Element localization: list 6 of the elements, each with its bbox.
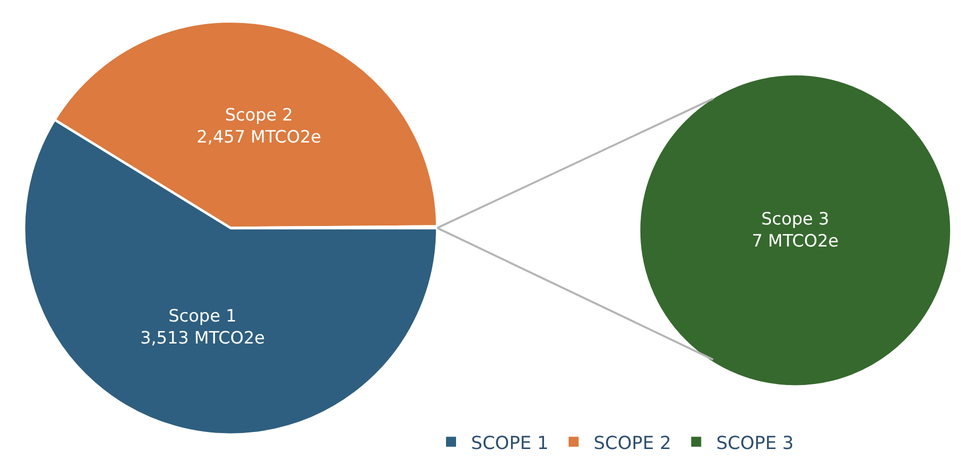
legend-label: SCOPE 2 (594, 432, 672, 454)
legend-label: SCOPE 3 (716, 432, 794, 454)
legend-label: SCOPE 1 (471, 432, 549, 454)
data-label: Scope 1 3,513 MTCO2e (140, 306, 265, 348)
data-label: Scope 3 7 MTCO2e (752, 209, 839, 252)
data-label: Scope 2 2,457 MTCO2e (196, 105, 322, 148)
